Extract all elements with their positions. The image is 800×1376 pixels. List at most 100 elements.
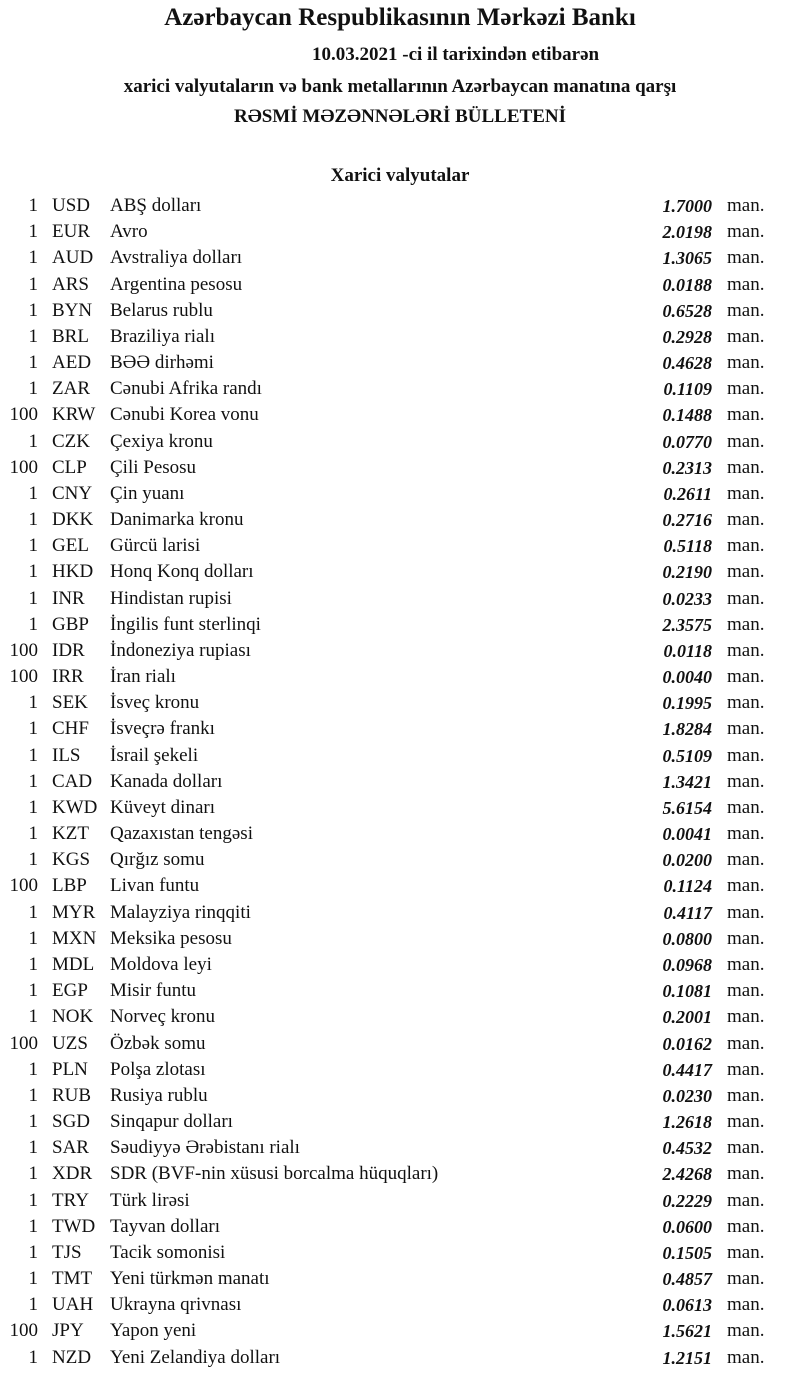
amount: 1 <box>28 849 39 871</box>
currency-code: KRW <box>52 404 96 426</box>
currency-code: NOK <box>52 1006 94 1028</box>
unit-label: man. <box>727 509 765 531</box>
rate-row: 1 EGP Misir funtu 0.1081 man. <box>0 978 800 1004</box>
rate-row: 1 ZAR Cənubi Afrika randı 0.1109 man. <box>0 376 800 402</box>
unit-label: man. <box>727 1268 765 1290</box>
unit-label: man. <box>727 587 765 609</box>
currency-code: KZT <box>52 823 89 845</box>
currency-name: Tayvan dolları <box>110 1215 220 1237</box>
unit-label: man. <box>727 666 765 688</box>
rate-row: 100 CLP Çili Pesosu 0.2313 man. <box>0 455 800 481</box>
currency-code: ZAR <box>52 378 90 400</box>
currency-name: Çexiya kronu <box>110 430 213 452</box>
amount: 1 <box>28 1294 39 1316</box>
unit-label: man. <box>727 1346 765 1368</box>
bulletin-title: RƏSMİ MƏZƏNNƏLƏRİ BÜLLETENİ <box>233 106 566 127</box>
rate-row: 1 CNY Çin yuanı 0.2611 man. <box>0 481 800 507</box>
currency-code: GEL <box>52 535 89 557</box>
rate-value: 0.2229 <box>662 1190 713 1211</box>
amount: 1 <box>28 744 39 766</box>
currency-code: HKD <box>52 561 94 583</box>
amount: 1 <box>28 927 39 949</box>
rate-value: 0.1995 <box>662 693 713 714</box>
rate-value: 0.0800 <box>662 928 713 949</box>
unit-label: man. <box>727 535 765 557</box>
currency-name: Avstraliya dolları <box>110 247 243 269</box>
rate-row: 1 NZD Yeni Zelandiya dolları 1.2151 man. <box>0 1345 800 1371</box>
unit-label: man. <box>727 980 765 1002</box>
rate-value: 5.6154 <box>662 797 713 818</box>
unit-label: man. <box>727 1320 765 1342</box>
unit-label: man. <box>727 247 765 269</box>
rate-row: 100 UZS Özbək somu 0.0162 man. <box>0 1031 800 1057</box>
rate-value: 0.0188 <box>662 274 713 295</box>
currency-code: PLN <box>52 1058 88 1080</box>
rate-row: 1 BYN Belarus rublu 0.6528 man. <box>0 298 800 324</box>
amount: 1 <box>28 823 39 845</box>
amount: 1 <box>28 770 39 792</box>
rate-value: 0.0613 <box>662 1295 713 1316</box>
rate-value: 0.4417 <box>662 1059 713 1080</box>
currency-name: Norveç kronu <box>110 1006 215 1028</box>
amount: 100 <box>9 639 39 661</box>
unit-label: man. <box>727 221 765 243</box>
rate-row: 100 IDR İndoneziya rupiası 0.0118 man. <box>0 638 800 664</box>
currency-code: TWD <box>52 1215 96 1237</box>
currency-name: Avro <box>110 221 148 243</box>
unit-label: man. <box>727 352 765 374</box>
rate-row: 1 USD ABŞ dolları 1.7000 man. <box>0 193 800 219</box>
amount: 1 <box>28 509 39 531</box>
currency-name: İsveçrə frankı <box>110 718 215 740</box>
currency-code: DKK <box>52 509 94 531</box>
currency-code: CAD <box>52 770 93 792</box>
unit-label: man. <box>727 875 765 897</box>
currency-code: EGP <box>52 980 88 1002</box>
rate-value: 0.2190 <box>662 562 713 583</box>
unit-label: man. <box>727 639 765 661</box>
amount: 100 <box>9 1320 39 1342</box>
currency-name: Küveyt dinarı <box>110 796 216 818</box>
unit-label: man. <box>727 823 765 845</box>
currency-code: AUD <box>52 247 94 269</box>
amount: 1 <box>28 430 39 452</box>
rates-table: 1 USD ABŞ dolları 1.7000 man. 1 EUR Avro 2.0198 m… <box>0 193 800 1371</box>
unit-label: man. <box>727 430 765 452</box>
currency-code: KGS <box>52 849 91 871</box>
currency-name: BƏƏ dirhəmi <box>110 352 214 374</box>
amount: 1 <box>28 561 39 583</box>
rate-value: 0.2313 <box>662 457 713 478</box>
currency-code: INR <box>52 587 85 609</box>
rate-value: 2.0198 <box>662 222 713 243</box>
rate-row: 1 KZT Qazaxıstan tengəsi 0.0041 man. <box>0 821 800 847</box>
currency-code: CLP <box>52 456 87 478</box>
amount: 100 <box>9 456 39 478</box>
currency-name: İndoneziya rupiası <box>110 639 251 661</box>
rate-value: 0.0230 <box>662 1085 713 1106</box>
amount: 1 <box>28 1111 39 1133</box>
unit-label: man. <box>727 1294 765 1316</box>
currency-code: GBP <box>52 613 89 635</box>
unit-label: man. <box>727 325 765 347</box>
unit-label: man. <box>727 849 765 871</box>
unit-label: man. <box>727 299 765 321</box>
rate-value: 0.2001 <box>662 1007 713 1028</box>
currency-code: BRL <box>52 325 89 347</box>
amount: 100 <box>9 875 39 897</box>
amount: 1 <box>28 1006 39 1028</box>
currency-code: SAR <box>52 1137 89 1159</box>
currency-name: Türk lirəsi <box>110 1189 190 1211</box>
currency-code: JPY <box>52 1320 84 1342</box>
rate-value: 1.5621 <box>662 1321 713 1342</box>
currency-code: MDL <box>52 953 95 975</box>
rate-row: 1 DKK Danimarka kronu 0.2716 man. <box>0 507 800 533</box>
currency-name: Ukrayna qrivnası <box>110 1294 242 1316</box>
amount: 1 <box>28 273 39 295</box>
amount: 100 <box>9 666 39 688</box>
currency-code: MYR <box>52 901 96 923</box>
currency-code: NZD <box>52 1346 92 1368</box>
rate-row: 1 KWD Küveyt dinarı 5.6154 man. <box>0 795 800 821</box>
rate-row: 1 CAD Kanada dolları 1.3421 man. <box>0 769 800 795</box>
currency-code: CHF <box>52 718 89 740</box>
unit-label: man. <box>727 613 765 635</box>
unit-label: man. <box>727 796 765 818</box>
